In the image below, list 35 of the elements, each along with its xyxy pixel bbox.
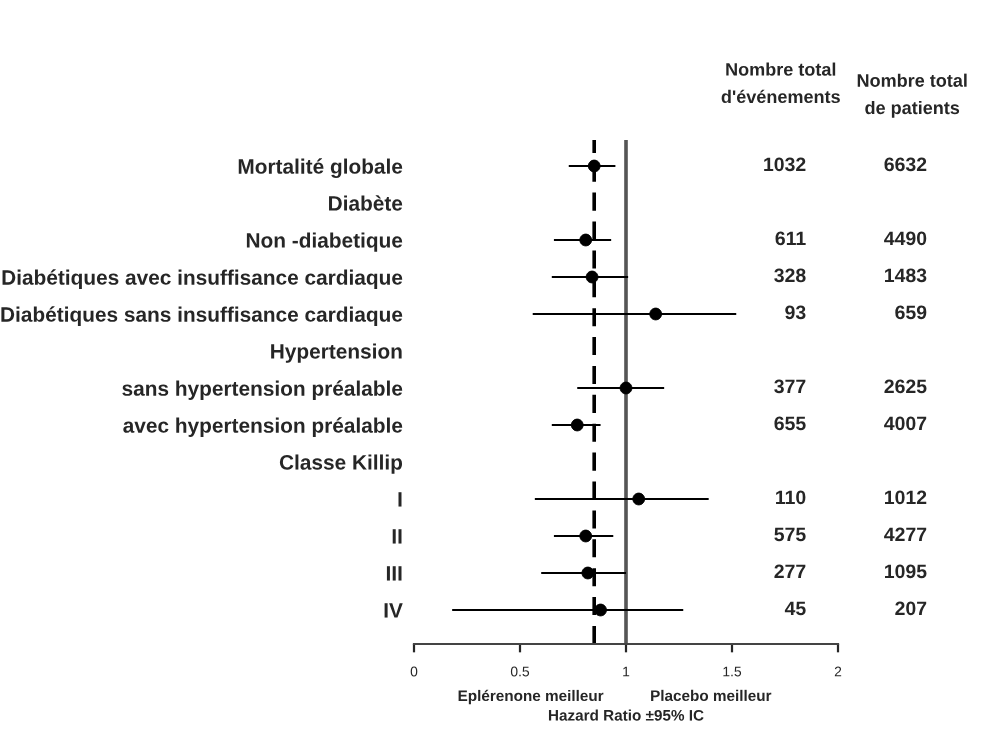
text: 1012 xyxy=(885,490,927,505)
annotation: 655 xyxy=(774,416,806,431)
y-tick-label: I xyxy=(398,492,402,507)
annotation: 575 xyxy=(774,527,806,542)
annotation: 611 xyxy=(775,231,806,246)
y-tick-label: Classe Killip xyxy=(279,454,403,474)
text: 4007 xyxy=(884,416,927,431)
y-tick-label: IV xyxy=(384,603,403,618)
y-tick-label: sans hypertension préalable xyxy=(122,380,403,400)
y-tick-label: Mortalité globale xyxy=(238,158,403,179)
annotation: 110 xyxy=(776,490,806,505)
annotation: 328 xyxy=(774,268,806,283)
text: 207 xyxy=(895,601,927,616)
text: Nombre total d'événements xyxy=(721,62,840,104)
annotation: 1032 xyxy=(764,157,806,172)
text: 4277 xyxy=(884,527,927,542)
y-tick-label: Hypertension xyxy=(271,343,402,363)
annotation: 277 xyxy=(774,564,806,579)
text: 6632 xyxy=(884,157,927,172)
annotation: 377 xyxy=(774,379,806,394)
y-tick-label: III xyxy=(386,566,402,581)
y-tick-label: avec hypertension préalable xyxy=(123,417,403,437)
text: 2625 xyxy=(884,379,927,394)
y-tick-label: Diabétiques avec insuffisance cardiaque xyxy=(2,269,403,289)
text: Nombre total de patients xyxy=(857,73,967,118)
annotation: 45 xyxy=(784,601,806,616)
y-tick-label: Diabète xyxy=(329,195,403,211)
y-tick-label: Diabétiques sans insuffisance cardiaque xyxy=(1,306,403,326)
text: 659 xyxy=(895,305,927,320)
text: 4490 xyxy=(884,231,927,246)
text: 1095 xyxy=(885,564,927,579)
y-tick-label: II xyxy=(392,529,402,544)
text: 1483 xyxy=(885,268,927,283)
annotation: 93 xyxy=(785,305,806,320)
y-tick-label: Non -diabetique xyxy=(246,232,403,252)
